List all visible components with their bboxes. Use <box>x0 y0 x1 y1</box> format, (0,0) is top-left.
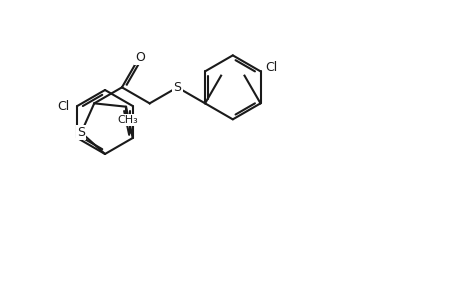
Text: Cl: Cl <box>264 61 276 74</box>
Text: S: S <box>173 81 181 94</box>
Text: S: S <box>77 126 85 139</box>
Text: O: O <box>135 51 145 64</box>
Text: CH₃: CH₃ <box>118 115 138 125</box>
Text: Cl: Cl <box>57 100 69 112</box>
